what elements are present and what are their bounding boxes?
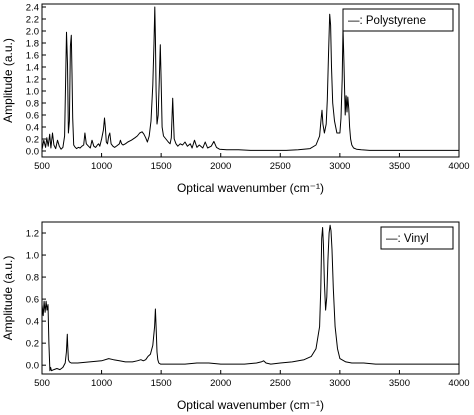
y-tick-label: 1.6 xyxy=(26,51,39,62)
y-tick-label: 1.4 xyxy=(26,63,39,74)
y-tick-label: 1.0 xyxy=(26,87,39,98)
plot-frame xyxy=(41,221,460,375)
y-tick-label: 0.2 xyxy=(26,135,39,146)
y-tick-label: 1.8 xyxy=(26,39,39,50)
y-tick-label: 0.0 xyxy=(26,147,39,158)
x-tick-label: 4000 xyxy=(448,161,469,172)
x-tick-label: 1500 xyxy=(151,161,172,172)
y-axis-label: Amplitude (a.u.) xyxy=(1,256,15,341)
x-axis-label: Optical wavenumber (cm⁻¹) xyxy=(177,398,324,412)
y-tick-label: 2.2 xyxy=(26,15,39,26)
x-tick-label: 3000 xyxy=(329,161,350,172)
chart-panel-2: 500 1000 1500 2000 2500 3000 3500 4000 0.0 0.2 0.4… xyxy=(1,221,470,412)
y-tick-label: 0.8 xyxy=(26,273,39,284)
x-axis-label: Optical wavenumber (cm⁻¹) xyxy=(177,181,324,195)
x-tick-label: 2500 xyxy=(270,378,291,389)
series-line-1 xyxy=(42,224,459,372)
x-tick-label: 500 xyxy=(34,378,50,389)
x-tick-label: 4000 xyxy=(448,378,469,389)
x-tick-label: 3500 xyxy=(389,161,410,172)
y-tick-label: 0.8 xyxy=(26,99,39,110)
y-tick-label: 2.4 xyxy=(26,3,39,14)
y-tick-label: 0.6 xyxy=(26,295,39,306)
series-line-1 xyxy=(42,6,459,151)
y-tick-label: 0.4 xyxy=(26,317,39,328)
x-tick-label: 3000 xyxy=(329,378,350,389)
y-tick-label: 0.4 xyxy=(26,123,39,134)
x-tick-label: 2000 xyxy=(210,161,231,172)
y-tick-label: 0.0 xyxy=(26,361,39,372)
x-tick-label: 1500 xyxy=(151,378,172,389)
y-tick-label: 1.0 xyxy=(26,251,39,262)
y-axis-label: Amplitude (a.u.) xyxy=(1,38,15,123)
y-tick-label: 1.2 xyxy=(26,229,39,240)
legend-box xyxy=(380,226,454,250)
x-tick-label: 3500 xyxy=(389,378,410,389)
legend: —: Vinyl xyxy=(380,226,454,250)
y-tick-label: 2.0 xyxy=(26,27,39,38)
x-tick-label: 2000 xyxy=(210,378,231,389)
plot-frame xyxy=(41,3,460,158)
y-tick-label: 1.2 xyxy=(26,75,39,86)
x-tick-label: 1000 xyxy=(91,378,112,389)
y-tick-label: 0.6 xyxy=(26,111,39,122)
legend: —: Polystyrene xyxy=(342,8,454,32)
x-tick-label: 1000 xyxy=(91,161,112,172)
x-tick-label: 500 xyxy=(34,161,50,172)
legend-entry: —: Polystyrene xyxy=(348,15,426,27)
chart-panel-1: 500 1000 1500 2000 2500 3000 3500 4000 0.00.20.4… xyxy=(1,3,470,196)
y-tick-label: 0.2 xyxy=(26,339,39,350)
legend-box xyxy=(342,8,454,32)
x-tick-label: 2500 xyxy=(270,161,291,172)
legend-entry: —: Vinyl xyxy=(386,233,429,245)
